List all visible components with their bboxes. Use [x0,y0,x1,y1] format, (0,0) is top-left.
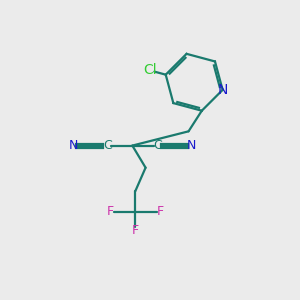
Text: F: F [157,205,164,218]
Text: Cl: Cl [143,64,157,77]
Text: C: C [153,139,162,152]
Text: N: N [69,139,78,152]
Text: C: C [103,139,112,152]
Text: N: N [218,83,228,97]
Text: F: F [132,224,139,238]
Text: F: F [107,205,114,218]
Text: N: N [187,139,196,152]
